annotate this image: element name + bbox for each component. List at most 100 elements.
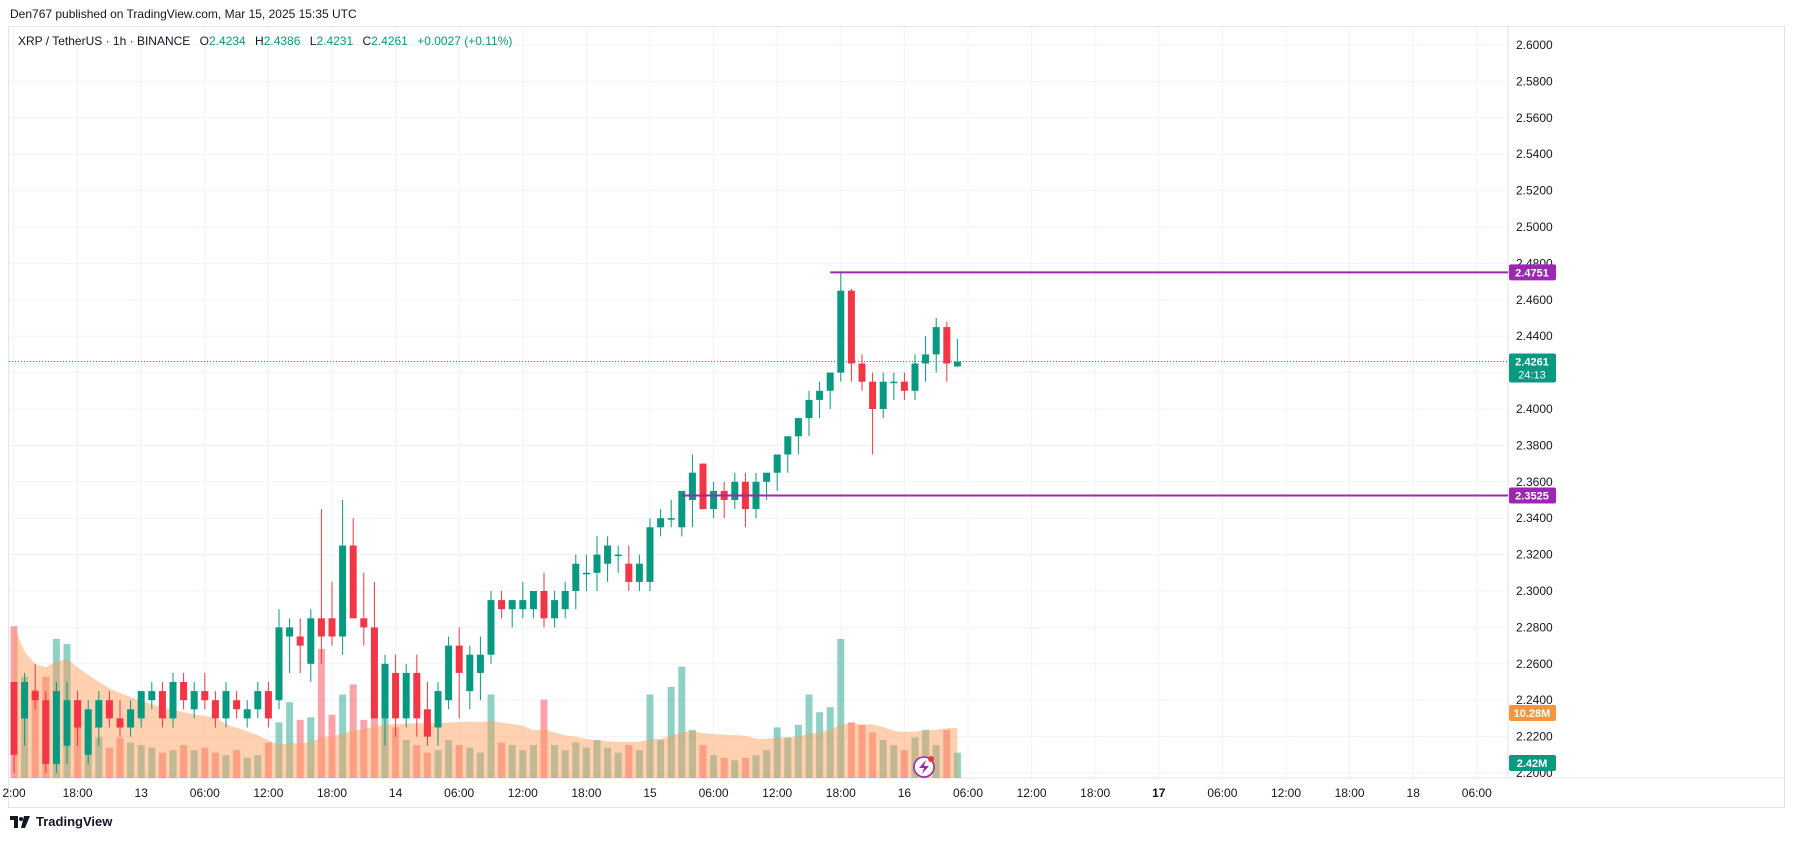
candle[interactable] bbox=[402, 663, 410, 728]
candle[interactable] bbox=[720, 481, 728, 519]
candle[interactable] bbox=[667, 500, 675, 528]
candle[interactable] bbox=[816, 381, 824, 419]
candle-body bbox=[127, 709, 135, 728]
candle[interactable] bbox=[392, 654, 400, 737]
candle[interactable] bbox=[137, 691, 145, 728]
candle[interactable] bbox=[466, 645, 474, 710]
candle[interactable] bbox=[688, 454, 696, 528]
candle[interactable] bbox=[932, 318, 940, 373]
candle[interactable] bbox=[741, 472, 749, 528]
candle[interactable] bbox=[847, 288, 855, 382]
candle[interactable] bbox=[52, 682, 60, 773]
candle[interactable] bbox=[317, 509, 325, 664]
volume-bar bbox=[233, 750, 241, 778]
candle[interactable] bbox=[180, 672, 188, 710]
candle[interactable] bbox=[900, 372, 908, 400]
candle[interactable] bbox=[635, 554, 643, 591]
candle[interactable] bbox=[794, 418, 802, 455]
candle[interactable] bbox=[678, 490, 686, 537]
candle[interactable] bbox=[646, 518, 654, 591]
candle[interactable] bbox=[943, 321, 951, 382]
candle[interactable] bbox=[476, 636, 484, 701]
candle[interactable] bbox=[826, 372, 834, 409]
candle[interactable] bbox=[784, 436, 792, 473]
candle-body bbox=[498, 600, 506, 610]
candle[interactable] bbox=[837, 272, 845, 382]
candle[interactable] bbox=[370, 581, 378, 719]
candle[interactable] bbox=[264, 682, 272, 728]
candle[interactable] bbox=[169, 672, 177, 728]
candle[interactable] bbox=[657, 509, 665, 537]
candle[interactable] bbox=[148, 682, 156, 710]
volume-bar bbox=[805, 694, 813, 778]
candle[interactable] bbox=[922, 336, 930, 382]
candle[interactable] bbox=[561, 581, 569, 619]
candle[interactable] bbox=[190, 682, 198, 719]
candle[interactable] bbox=[529, 591, 537, 619]
candle[interactable] bbox=[625, 545, 633, 592]
candle[interactable] bbox=[381, 654, 389, 746]
candle[interactable] bbox=[127, 700, 135, 737]
candle[interactable] bbox=[360, 572, 368, 646]
candle[interactable] bbox=[498, 591, 506, 619]
candle[interactable] bbox=[487, 591, 495, 664]
candle[interactable] bbox=[582, 554, 590, 591]
candle[interactable] bbox=[434, 682, 442, 746]
candle[interactable] bbox=[508, 600, 516, 628]
candle[interactable] bbox=[296, 618, 304, 673]
candle[interactable] bbox=[593, 536, 601, 591]
candle[interactable] bbox=[551, 591, 559, 628]
candle[interactable] bbox=[455, 627, 463, 719]
candle[interactable] bbox=[710, 481, 718, 519]
candle[interactable] bbox=[116, 700, 124, 737]
candles[interactable] bbox=[10, 272, 961, 774]
candle[interactable] bbox=[519, 581, 527, 619]
candle[interactable] bbox=[105, 691, 113, 728]
symbol-name[interactable]: XRP / TetherUS · 1h · BINANCE bbox=[18, 34, 191, 48]
candle[interactable] bbox=[614, 545, 622, 573]
candle[interactable] bbox=[572, 554, 580, 610]
candle[interactable] bbox=[254, 682, 262, 719]
candle[interactable] bbox=[953, 338, 961, 367]
candle[interactable] bbox=[879, 372, 887, 419]
lightning-icon[interactable] bbox=[913, 756, 935, 778]
candle[interactable] bbox=[158, 682, 166, 728]
candle[interactable] bbox=[339, 500, 347, 655]
levels[interactable] bbox=[9, 271, 1508, 497]
candle[interactable] bbox=[233, 691, 241, 719]
candle[interactable] bbox=[423, 682, 431, 746]
candle[interactable] bbox=[445, 636, 453, 710]
candle[interactable] bbox=[413, 654, 421, 737]
candle[interactable] bbox=[211, 691, 219, 728]
candle[interactable] bbox=[243, 700, 251, 728]
candle[interactable] bbox=[890, 372, 898, 400]
candle[interactable] bbox=[31, 663, 39, 710]
candle[interactable] bbox=[805, 390, 813, 437]
tradingview-brand[interactable]: TradingView bbox=[10, 814, 112, 829]
candle[interactable] bbox=[201, 672, 209, 710]
candle[interactable] bbox=[84, 700, 92, 764]
candle[interactable] bbox=[328, 581, 336, 646]
candle[interactable] bbox=[731, 472, 739, 510]
candle[interactable] bbox=[773, 454, 781, 491]
candle[interactable] bbox=[42, 691, 50, 773]
candle[interactable] bbox=[869, 372, 877, 455]
candle[interactable] bbox=[307, 609, 315, 682]
candle[interactable] bbox=[95, 691, 103, 746]
candle[interactable] bbox=[604, 536, 612, 582]
open-label: O bbox=[199, 34, 209, 48]
candle[interactable] bbox=[699, 463, 707, 510]
candle[interactable] bbox=[63, 682, 71, 764]
candle[interactable] bbox=[74, 691, 82, 746]
candle[interactable] bbox=[21, 672, 29, 746]
candle[interactable] bbox=[10, 682, 18, 773]
candle[interactable] bbox=[858, 354, 866, 391]
price-axis[interactable]: 2.60002.58002.56002.54002.52002.50002.48… bbox=[1516, 38, 1553, 780]
candle[interactable] bbox=[222, 682, 230, 728]
candle[interactable] bbox=[275, 609, 283, 710]
candle[interactable] bbox=[349, 518, 357, 619]
time-axis[interactable]: 2:00 18:00 13 06:00 12:00 18:00 14 06:00 12:00 18… bbox=[2, 786, 1492, 800]
candle[interactable] bbox=[540, 572, 548, 628]
candle[interactable] bbox=[286, 618, 294, 673]
